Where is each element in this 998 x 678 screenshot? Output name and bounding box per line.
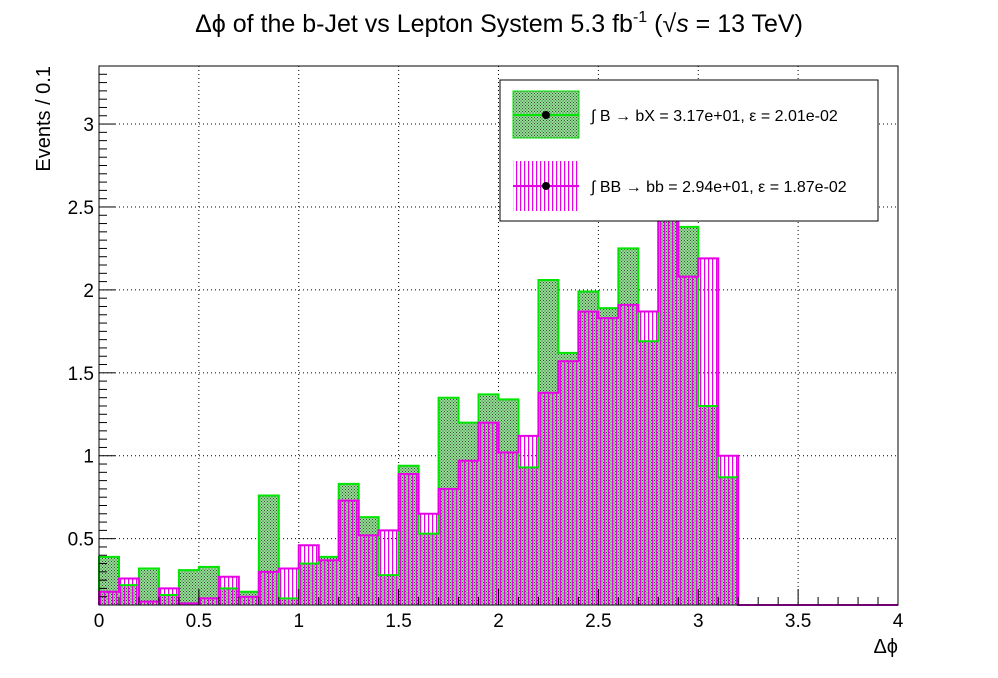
bar-bb-to-bb: [258, 571, 279, 605]
bar-bb-to-bb: [558, 361, 579, 605]
bar-bb-to-bb: [618, 304, 639, 605]
bar-bb-to-bb: [278, 568, 299, 605]
bar-bb-to-bb: [238, 596, 259, 605]
legend-entry-b-to-bx: ∫ B → bX = 3.17e+01, ε = 2.01e-02: [512, 90, 838, 139]
x-tick-label: 0: [94, 611, 105, 632]
y-tick-label: 3: [83, 115, 94, 136]
y-tick-label: 1: [83, 447, 94, 468]
bar-bb-to-bb: [198, 598, 219, 605]
x-tick-label: 3.5: [785, 611, 811, 632]
bar-bb-to-bb: [578, 311, 599, 605]
legend-entry-bb-to-bb: ∫ BB → bb = 2.94e+01, ε = 1.87e-02: [513, 161, 847, 211]
bar-bb-to-bb: [138, 601, 159, 605]
bar-bb-to-bb: [398, 473, 419, 605]
bar-bb-to-bb: [718, 455, 739, 605]
legend-label-bb-to-bb: ∫ BB → bb = 2.94e+01, ε = 1.87e-02: [590, 179, 847, 196]
bar-bb-to-bb: [118, 578, 139, 605]
bar-bb-to-bb: [338, 500, 359, 605]
legend-marker-magenta: [542, 182, 550, 190]
chart-title: Δϕ of the b-Jet vs Lepton System 5.3 fb-…: [195, 9, 803, 38]
bar-bb-to-bb: [538, 392, 559, 605]
x-tick-label: 3: [693, 611, 704, 632]
x-axis-label: Δϕ: [873, 636, 898, 658]
bar-bb-to-bb: [598, 318, 619, 605]
x-tick-labels: 0 0.5 1 1.5 2 2.5 3 3.5 4: [94, 611, 904, 632]
bar-bb-to-bb: [318, 560, 339, 605]
bar-b-to-bx: [138, 568, 159, 605]
bar-bb-to-bb: [638, 311, 659, 605]
bar-bb-to-bb: [438, 488, 459, 605]
x-tick-label: 2.5: [585, 611, 611, 632]
bar-bb-to-bb: [418, 513, 439, 605]
legend-label-b-to-bx: ∫ B → bX = 3.17e+01, ε = 2.01e-02: [590, 108, 838, 125]
bar-b-to-bx: [198, 566, 219, 605]
bar-bb-to-bb: [658, 215, 679, 605]
bar-bb-to-bb: [99, 591, 119, 605]
outline-bb-to-bb: [98, 214, 898, 606]
bar-bb-to-bb: [158, 588, 179, 605]
legend-marker-green: [542, 111, 550, 119]
bar-bb-to-bb: [518, 435, 539, 605]
series-bb-to-bb-bars: [99, 215, 739, 605]
bar-b-to-bx: [178, 570, 199, 605]
bar-bb-to-bb: [378, 530, 399, 605]
y-tick-labels: 0.5 1 1.5 2 2.5 3: [68, 115, 94, 551]
outline-b-to-bx: [98, 81, 898, 606]
bar-bb-to-bb: [698, 258, 719, 605]
bar-bb-to-bb: [498, 452, 519, 605]
y-tick-label: 2.5: [68, 198, 94, 219]
x-tick-label: 2: [493, 611, 504, 632]
y-tick-label: 0.5: [68, 530, 94, 551]
x-tick-label: 1: [293, 611, 304, 632]
bar-bb-to-bb: [218, 576, 239, 605]
y-axis-label: Events / 0.1: [33, 66, 55, 172]
bar-bb-to-bb: [678, 276, 699, 605]
y-tick-label: 2: [83, 281, 94, 302]
legend: ∫ B → bX = 3.17e+01, ε = 2.01e-02 ∫ BB →…: [499, 79, 879, 222]
bar-bb-to-bb: [478, 422, 499, 605]
bar-bb-to-bb: [298, 545, 319, 605]
bar-bb-to-bb: [458, 460, 479, 605]
x-tick-label: 0.5: [186, 611, 212, 632]
bar-bb-to-bb: [358, 535, 379, 605]
x-tick-label: 1.5: [385, 611, 411, 632]
axis-ticks: [98, 73, 899, 606]
y-tick-label: 1.5: [68, 364, 94, 385]
x-tick-label: 4: [893, 611, 904, 632]
series-outlines: [98, 81, 898, 606]
